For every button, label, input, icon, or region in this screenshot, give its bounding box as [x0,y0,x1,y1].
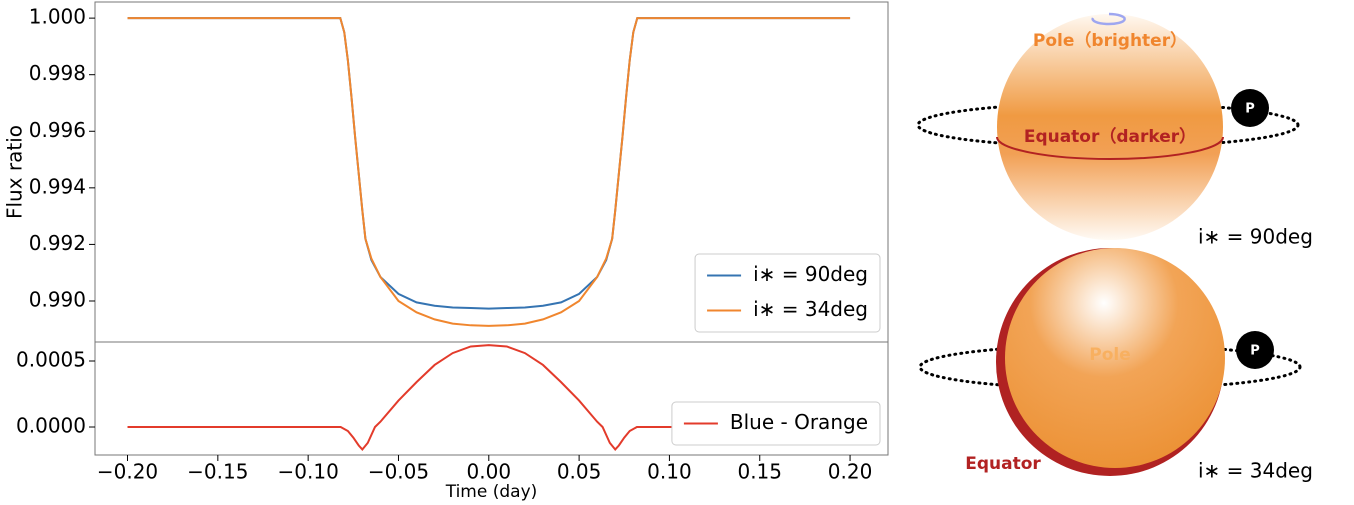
x-tick-label: 0.00 [467,460,512,484]
legend-box [671,401,881,446]
planet [1236,331,1274,369]
equator-line [996,136,1224,160]
x-tick-label: −0.15 [187,460,248,484]
pole-label: Pole（brighter） [1033,30,1187,51]
star [1005,248,1225,468]
x-tick-label: −0.05 [368,460,429,484]
y-tick-label: 0.0000 [16,414,86,438]
x-tick-label: −0.10 [278,460,339,484]
y-tick-label: 0.990 [29,287,86,311]
y-tick-label: 0.994 [29,174,86,198]
legend: Blue - Orange [671,401,881,446]
y-tick-label: 0.0005 [16,348,86,372]
x-tick-label: 0.20 [828,460,873,484]
plot-frame [94,341,889,456]
equator-label: Equator [965,454,1041,474]
y-tick-label: 1.000 [29,5,86,29]
series-line [127,17,851,327]
inclination-label: i∗ = 34deg [1198,459,1313,483]
x-tick-label: 0.10 [647,460,692,484]
legend-label: i∗ = 90deg [753,262,868,286]
legend: i∗ = 90deg i∗ = 34deg [694,253,881,333]
x-tick-label: −0.20 [97,460,158,484]
legend-box [694,253,881,333]
rotation-arrow [1091,12,1126,26]
planet-label: P [1245,102,1255,117]
star [997,14,1223,240]
planet-label: P [1250,344,1260,359]
series-line [127,344,851,451]
planet [1231,89,1269,127]
y-tick-label: 0.996 [29,118,86,142]
x-axis-label: Time (day) [445,482,538,502]
pole-label: Pole [1089,345,1131,365]
x-tick-label: 0.05 [557,460,602,484]
legend-label: i∗ = 34deg [753,297,868,321]
y-tick-label: 0.992 [29,231,86,255]
legend-label: Blue - Orange [730,410,868,434]
x-tick-label: 0.15 [737,460,782,484]
inclination-label: i∗ = 90deg [1198,225,1313,249]
y-axis-label: Flux ratio [3,125,27,219]
equator-label: Equator（darker） [1024,126,1196,147]
y-tick-label: 0.998 [29,61,86,85]
